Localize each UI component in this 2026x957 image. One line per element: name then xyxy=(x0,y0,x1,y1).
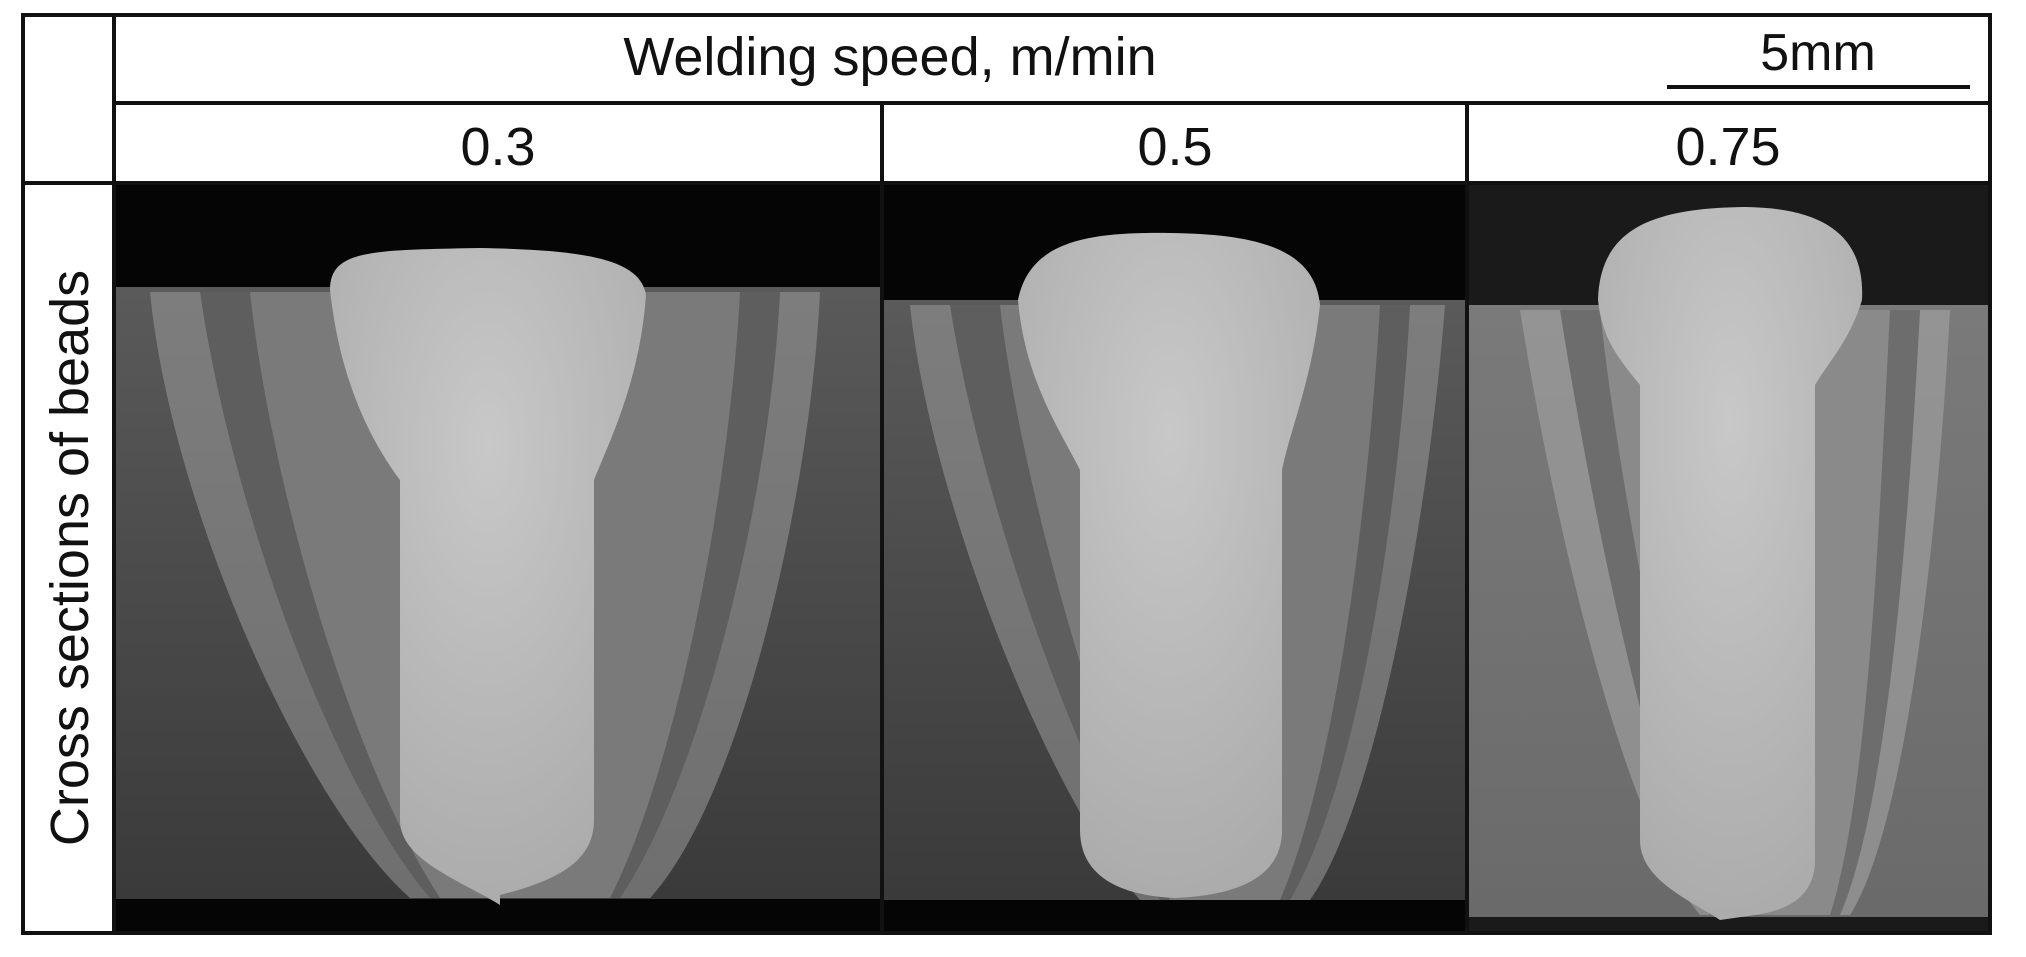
bead-image-3 xyxy=(1467,183,1990,933)
header-title: Welding speed, m/min xyxy=(623,27,1156,87)
scale-bar-label: 5mm xyxy=(1760,24,1876,82)
row-label: Cross sections of beads xyxy=(40,270,100,846)
column-label: 0.3 xyxy=(460,117,535,177)
bead-image-2 xyxy=(882,183,1467,933)
frame xyxy=(21,13,1992,935)
column-label: 0.5 xyxy=(1137,117,1212,177)
column-label: 0.75 xyxy=(1675,117,1780,177)
bead-image-1 xyxy=(114,183,882,933)
